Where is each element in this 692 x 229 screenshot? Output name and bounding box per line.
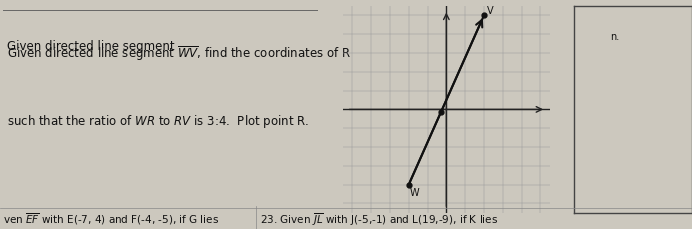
Text: Given directed line segment $\overline{WV}$, find the coordinates of R: Given directed line segment $\overline{W…: [7, 44, 351, 63]
Text: Given directed line segment WV , find the coordinates of R: Given directed line segment WV , find th…: [0, 228, 1, 229]
Text: ven $\overline{EF}$ with E(-7, 4) and F(-4, -5), if G lies: ven $\overline{EF}$ with E(-7, 4) and F(…: [3, 211, 219, 226]
Text: Given directed line segment: Given directed line segment: [7, 40, 178, 53]
Text: such that the ratio of WR to RV is 3:4.  Plot point R.: such that the ratio of WR to RV is 3:4. …: [0, 228, 1, 229]
Text: 23. Given $\overline{JL}$ with J(-5,-1) and L(19,-9), if K lies: 23. Given $\overline{JL}$ with J(-5,-1) …: [260, 210, 498, 227]
Text: such that the ratio of $WR$ to $RV$ is 3:4.  Plot point R.: such that the ratio of $WR$ to $RV$ is 3…: [7, 113, 309, 130]
Text: n.: n.: [610, 32, 619, 41]
Text: Given directed line segment ̅W̅V̅ , find the coordinates of R: Given directed line segment ̅W̅V̅ , find…: [0, 228, 1, 229]
Text: W: W: [410, 187, 419, 197]
Text: V: V: [486, 6, 493, 16]
